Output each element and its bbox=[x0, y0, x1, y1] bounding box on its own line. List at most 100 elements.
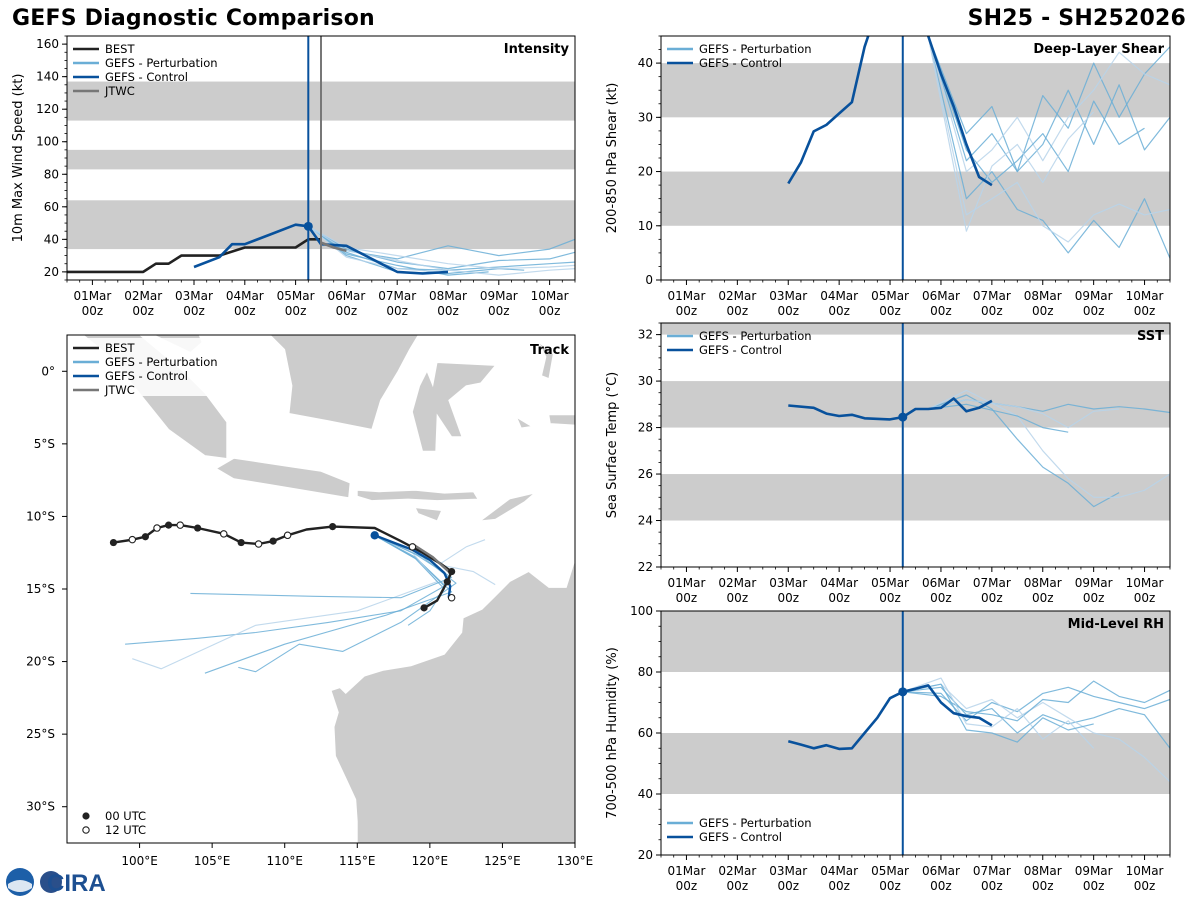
land-borneo bbox=[269, 335, 419, 430]
x-tick-label: 00z bbox=[285, 304, 307, 318]
x-tick-label: 00z bbox=[1032, 591, 1054, 605]
x-tick-label: 115°E bbox=[339, 854, 376, 868]
series-perturbation_light bbox=[307, 225, 438, 273]
y-tick-label: 20 bbox=[638, 848, 653, 862]
legend-label: JTWC bbox=[104, 383, 135, 397]
x-tick-label: 03Mar bbox=[769, 289, 807, 303]
x-tick-label: 00z bbox=[828, 304, 850, 318]
x-tick-label: 09Mar bbox=[1075, 864, 1113, 878]
marker-00utc bbox=[443, 578, 451, 586]
x-tick-label: 04Mar bbox=[820, 289, 858, 303]
x-tick-label: 00z bbox=[437, 304, 459, 318]
y-tick-label: 24 bbox=[638, 514, 653, 528]
x-tick-label: 00z bbox=[1083, 591, 1105, 605]
y-tick-label: 32 bbox=[638, 328, 653, 342]
series-perturbation bbox=[927, 36, 1170, 173]
x-tick-label: 00z bbox=[930, 304, 952, 318]
y-tick-label: 20 bbox=[638, 165, 653, 179]
land-timor bbox=[479, 492, 535, 522]
series-best bbox=[67, 238, 321, 274]
marker-12utc bbox=[254, 540, 263, 548]
legend-label: JTWC bbox=[104, 84, 135, 98]
y-tick-label: 80 bbox=[44, 167, 59, 181]
x-tick-label: 08Mar bbox=[1024, 864, 1062, 878]
series-perturbation_light bbox=[902, 677, 1095, 749]
series-perturbation_light bbox=[927, 36, 1170, 243]
y-tick-label: 120 bbox=[36, 102, 59, 116]
marker-12utc bbox=[283, 531, 292, 540]
x-tick-label: 02Mar bbox=[124, 289, 162, 303]
x-tick-label: 00z bbox=[777, 591, 799, 605]
x-tick-label: 00z bbox=[981, 879, 1003, 893]
x-tick-label: 06Mar bbox=[922, 576, 960, 590]
cira-logo-text: CIRA bbox=[47, 870, 106, 897]
y-tick-label: 28 bbox=[638, 421, 653, 435]
y-tick-label: 25°S bbox=[26, 727, 55, 741]
x-tick-label: 03Mar bbox=[769, 576, 807, 590]
x-tick-label: 00z bbox=[828, 879, 850, 893]
x-tick-label: 05Mar bbox=[277, 289, 315, 303]
shade-band bbox=[661, 323, 1170, 335]
init-point bbox=[898, 687, 908, 697]
storm-id: SH25 - SH252026 bbox=[967, 6, 1186, 31]
y-tick-label: 40 bbox=[638, 787, 653, 801]
page-title: GEFS Diagnostic Comparison bbox=[12, 6, 375, 31]
series-perturbation_light bbox=[308, 225, 575, 270]
x-tick-label: 09Mar bbox=[480, 289, 518, 303]
x-tick-label: 00z bbox=[336, 304, 358, 318]
track-perturbation bbox=[238, 533, 457, 673]
x-tick-label: 105°E bbox=[194, 854, 231, 868]
x-tick-label: 00z bbox=[777, 304, 799, 318]
legend-label: GEFS - Perturbation bbox=[699, 42, 812, 56]
series-jtwc bbox=[320, 241, 347, 252]
x-tick-label: 00z bbox=[879, 304, 901, 318]
y-axis-label: Sea Surface Temp (°C) bbox=[605, 372, 620, 519]
x-tick-label: 00z bbox=[183, 304, 205, 318]
y-axis-label: 10m Max Wind Speed (kt) bbox=[11, 74, 26, 243]
series-perturbation bbox=[902, 680, 1170, 722]
x-tick-label: 05Mar bbox=[871, 864, 909, 878]
marker-00utc bbox=[329, 522, 337, 531]
y-tick-label: 40 bbox=[44, 232, 59, 246]
panel-title: Intensity bbox=[504, 42, 570, 57]
y-tick-label: 60 bbox=[638, 726, 653, 740]
x-tick-label: 07Mar bbox=[378, 289, 416, 303]
x-tick-label: 125°E bbox=[484, 854, 521, 868]
shade-band bbox=[661, 733, 1170, 794]
y-tick-label: 15°S bbox=[26, 582, 55, 596]
land-sumbawa-sumba bbox=[414, 507, 443, 522]
x-tick-label: 06Mar bbox=[922, 289, 960, 303]
x-tick-label: 10Mar bbox=[531, 289, 569, 303]
x-tick-label: 00z bbox=[727, 879, 749, 893]
x-tick-label: 00z bbox=[1083, 879, 1105, 893]
x-tick-label: 07Mar bbox=[973, 864, 1011, 878]
series-perturbation bbox=[902, 686, 1170, 722]
marker-00utc bbox=[237, 538, 245, 547]
track-control bbox=[374, 534, 452, 598]
land-java bbox=[215, 457, 351, 499]
x-tick-label: 120°E bbox=[412, 854, 449, 868]
x-tick-label: 04Mar bbox=[226, 289, 264, 303]
x-tick-label: 00z bbox=[1134, 879, 1156, 893]
legend-label: GEFS - Control bbox=[699, 343, 782, 357]
y-tick-label: 30°S bbox=[26, 800, 55, 814]
legend-label: GEFS - Control bbox=[699, 56, 782, 70]
land-lesser-sunda bbox=[356, 489, 479, 501]
chart-track: 0° 5°S 10°S 15°S 20°S 25°S 30°S 100°E 105°E 110°E… bbox=[26, 334, 593, 868]
init-point bbox=[303, 221, 313, 231]
marker-00utc bbox=[165, 521, 173, 529]
x-tick-label: 01Mar bbox=[667, 576, 705, 590]
marker-00utc bbox=[420, 604, 428, 612]
x-tick-label: 00z bbox=[488, 304, 510, 318]
legend-label: GEFS - Perturbation bbox=[699, 816, 812, 830]
track-best bbox=[113, 523, 453, 609]
marker-12utc bbox=[447, 593, 456, 602]
x-tick-label: 00z bbox=[930, 879, 952, 893]
shade-band bbox=[661, 611, 1170, 672]
x-tick-label: 05Mar bbox=[871, 576, 909, 590]
chart-intensity: 2040608010012014016001Mar00z02Mar00z03Ma… bbox=[11, 35, 576, 318]
cira-logo: CIRA bbox=[5, 866, 117, 898]
panel-title: Track bbox=[530, 343, 569, 358]
x-tick-label: 100°E bbox=[121, 854, 158, 868]
y-tick-label: 30 bbox=[638, 110, 653, 124]
